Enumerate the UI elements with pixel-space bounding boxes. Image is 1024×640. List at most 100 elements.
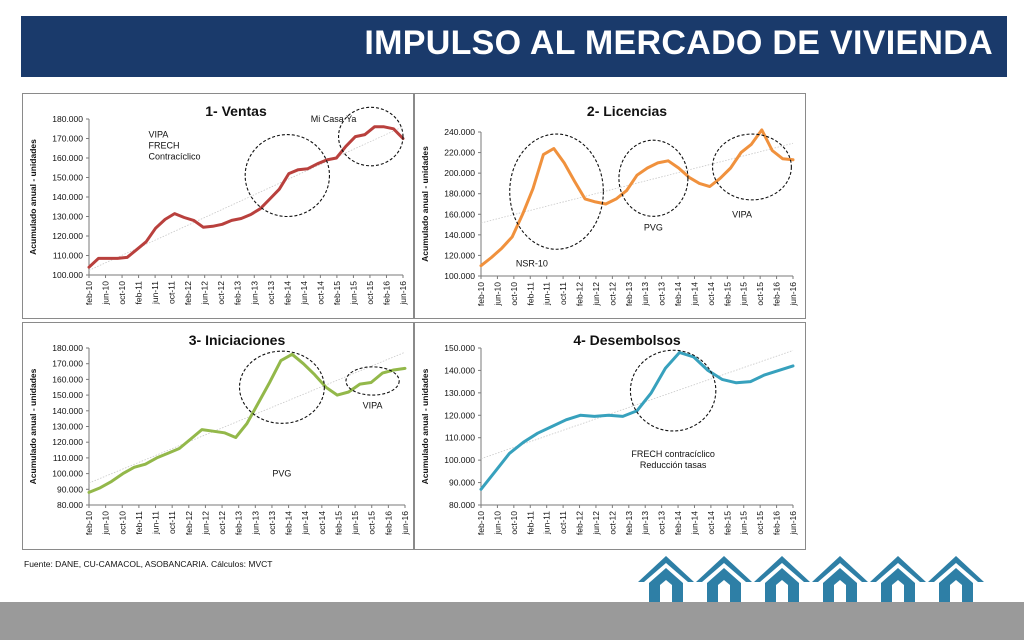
annotation-text: VIPA [148, 130, 168, 140]
y-tick-label: 130.000 [52, 212, 83, 222]
y-tick-label: 130.000 [444, 388, 475, 398]
annotation-text: VIPA [363, 400, 383, 410]
y-tick-label: 90.000 [57, 484, 83, 494]
annotation-text: VIPA [732, 209, 752, 219]
x-tick-label: feb-10 [84, 511, 94, 535]
house-roof [696, 556, 752, 582]
x-tick-label: oct-14 [706, 282, 716, 306]
y-tick-label: 200.000 [444, 168, 475, 178]
highlight-circle [711, 133, 792, 201]
house-roof [928, 556, 984, 582]
x-tick-label: oct-11 [558, 511, 568, 534]
x-tick-label: oct-11 [558, 282, 568, 305]
x-tick-label: jun-16 [788, 511, 798, 536]
x-tick-label: jun-12 [200, 281, 210, 306]
house-icon [812, 556, 868, 608]
y-tick-label: 180.000 [444, 189, 475, 199]
chart-panel-desembolsos: 4- Desembolsos Acumulado anual - unidades… [414, 322, 806, 550]
chart-title: 3- Iniciaciones [189, 332, 286, 348]
y-axis-title: Acumulado anual - unidades [28, 368, 38, 484]
annotation-text: Contracíclico [148, 152, 200, 162]
chart-title: 1- Ventas [205, 103, 267, 119]
x-tick-label: jun-15 [348, 281, 358, 306]
x-tick-label: oct-13 [657, 511, 667, 535]
chart-desembolsos: 4- Desembolsos Acumulado anual - unidades… [420, 332, 798, 536]
x-tick-label: feb-13 [234, 511, 244, 535]
x-tick-label: jun-10 [492, 282, 502, 307]
y-tick-label: 130.000 [52, 422, 83, 432]
x-tick-label: oct-13 [267, 511, 277, 535]
annotation: Mi Casa Ya [311, 114, 357, 124]
house-door [950, 580, 962, 608]
x-tick-label: oct-10 [509, 511, 519, 535]
x-tick-label: feb-10 [476, 282, 486, 306]
x-tick-label: feb-10 [84, 281, 94, 305]
x-tick-label: jun-12 [591, 282, 601, 307]
highlight-circle [238, 350, 325, 424]
x-tick-label: feb-13 [624, 511, 634, 535]
house-door [892, 580, 904, 608]
source-note: Fuente: DANE, CU-CAMACOL, ASOBANCARIA. C… [24, 559, 273, 569]
house-icon [696, 556, 752, 608]
x-tick-label: feb-11 [525, 282, 535, 306]
x-tick-label: jun-15 [350, 511, 360, 536]
house-door [834, 580, 846, 608]
x-tick-label: jun-13 [640, 282, 650, 307]
x-tick-label: oct-15 [755, 282, 765, 306]
x-tick-label: oct-14 [706, 511, 716, 535]
series-line [87, 352, 407, 494]
x-tick-label: feb-15 [333, 511, 343, 535]
y-tick-label: 180.000 [52, 114, 83, 124]
y-tick-label: 180.000 [52, 343, 83, 353]
y-tick-label: 120.000 [444, 250, 475, 260]
y-tick-label: 240.000 [444, 127, 475, 137]
annotation-text: FRECH [148, 141, 179, 151]
annotation-text: Mi Casa Ya [311, 114, 357, 124]
highlight-circle [244, 134, 331, 218]
series-line [479, 128, 795, 268]
x-tick-label: jun-16 [398, 281, 408, 306]
x-tick-label: oct-15 [367, 511, 377, 535]
y-tick-label: 160.000 [444, 209, 475, 219]
annotation-text: PVG [272, 469, 291, 479]
trend-line [480, 350, 794, 460]
y-axis-title: Acumulado anual - unidades [28, 139, 38, 255]
trend-line [480, 142, 794, 224]
x-tick-label: jun-14 [299, 281, 309, 306]
house-icon [638, 556, 694, 608]
house-icon [754, 556, 810, 608]
x-tick-label: oct-10 [117, 511, 127, 535]
x-tick-label: feb-16 [381, 281, 391, 305]
x-tick-label: feb-13 [624, 282, 634, 306]
annotation-text: FRECH contracíclico [631, 449, 715, 459]
x-tick-label: oct-12 [216, 281, 226, 305]
y-tick-label: 100.000 [52, 270, 83, 280]
page-title: IMPULSO AL MERCADO DE VIVIENDA [364, 24, 993, 62]
y-tick-label: 110.000 [445, 433, 475, 443]
x-tick-label: oct-10 [509, 282, 519, 306]
series-line [479, 351, 795, 491]
y-tick-label: 140.000 [52, 406, 83, 416]
chart-panel-licencias: 2- Licencias Acumulado anual - unidades 10… [414, 93, 806, 319]
y-tick-label: 160.000 [52, 153, 83, 163]
x-tick-label: feb-12 [575, 282, 585, 306]
x-tick-label: feb-11 [134, 281, 144, 305]
x-tick-label: feb-13 [233, 281, 243, 305]
x-tick-label: oct-12 [607, 282, 617, 306]
y-tick-label: 120.000 [52, 437, 83, 447]
house-icon [928, 556, 984, 608]
x-tick-label: jun-13 [249, 281, 259, 306]
y-tick-label: 140.000 [52, 192, 83, 202]
highlight-circle [618, 139, 689, 217]
x-tick-label: oct-11 [167, 511, 177, 534]
x-tick-label: oct-12 [217, 511, 227, 535]
x-tick-label: oct-13 [266, 281, 276, 305]
y-tick-label: 90.000 [449, 478, 475, 488]
x-tick-label: jun-10 [101, 511, 111, 536]
highlight-circle [629, 349, 717, 432]
x-tick-label: feb-14 [673, 282, 683, 306]
x-tick-label: jun-12 [200, 511, 210, 536]
x-tick-label: jun-12 [591, 511, 601, 536]
y-tick-label: 170.000 [52, 134, 83, 144]
